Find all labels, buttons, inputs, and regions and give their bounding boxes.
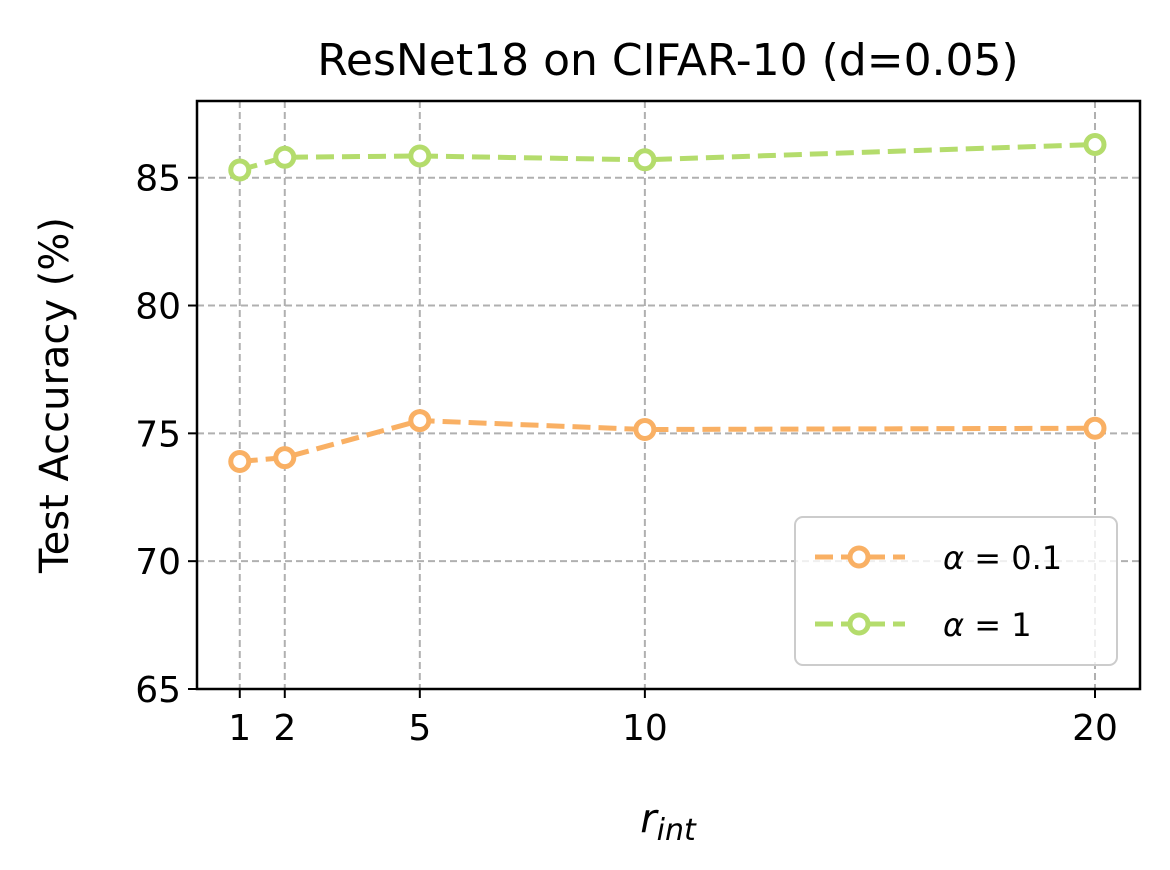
data-point [408, 144, 432, 168]
data-point [633, 148, 657, 172]
series-1 [228, 409, 1107, 473]
legend-value: = 1 [964, 606, 1032, 644]
legend-swatch-marker [847, 612, 871, 636]
series-line [239, 418, 1095, 464]
legend-symbol: α [943, 539, 964, 577]
series-layer [228, 132, 1107, 473]
axis-ticks: 1 2 5 10 20 65 70 75 80 85 [135, 159, 1118, 749]
data-point [1083, 132, 1107, 156]
plot-frame [195, 99, 1142, 691]
data-point [408, 409, 432, 433]
legend-items: α = 0.1α = 1 [815, 539, 1062, 644]
data-point [228, 158, 252, 182]
data-point [228, 449, 252, 473]
x-axis-label-subscript: int [657, 813, 697, 848]
x-tick-label: 20 [1072, 708, 1118, 749]
x-tick-label: 5 [408, 708, 431, 749]
x-tick-label: 10 [622, 708, 668, 749]
data-point [273, 145, 297, 169]
legend-label: α = 1 [943, 606, 1032, 644]
data-point [633, 418, 657, 442]
legend: α = 0.1α = 1 [794, 516, 1118, 666]
x-axis-label: rint [640, 796, 697, 848]
x-axis-label-main: r [640, 796, 659, 842]
y-tick-label: 70 [135, 542, 181, 583]
data-point [273, 446, 297, 470]
legend-item: α = 1 [815, 606, 1032, 644]
y-axis-label: Test Accuracy (%) [32, 217, 78, 574]
legend-label: α = 0.1 [943, 539, 1062, 577]
y-tick-label: 85 [135, 159, 181, 200]
x-tick-label: 1 [228, 708, 251, 749]
chart-title: ResNet18 on CIFAR-10 (d=0.05) [317, 35, 1018, 86]
legend-swatch-marker [847, 545, 871, 569]
legend-item: α = 0.1 [815, 539, 1062, 577]
legend-symbol: α [943, 606, 964, 644]
legend-box [794, 516, 1118, 666]
y-tick-label: 75 [135, 414, 181, 455]
series-2 [228, 132, 1107, 182]
series-line [239, 141, 1096, 173]
x-tick-label: 2 [273, 708, 296, 749]
data-point [1083, 416, 1107, 440]
y-tick-label: 80 [135, 287, 181, 328]
y-tick-label: 65 [135, 670, 181, 711]
legend-value: = 0.1 [964, 539, 1062, 577]
